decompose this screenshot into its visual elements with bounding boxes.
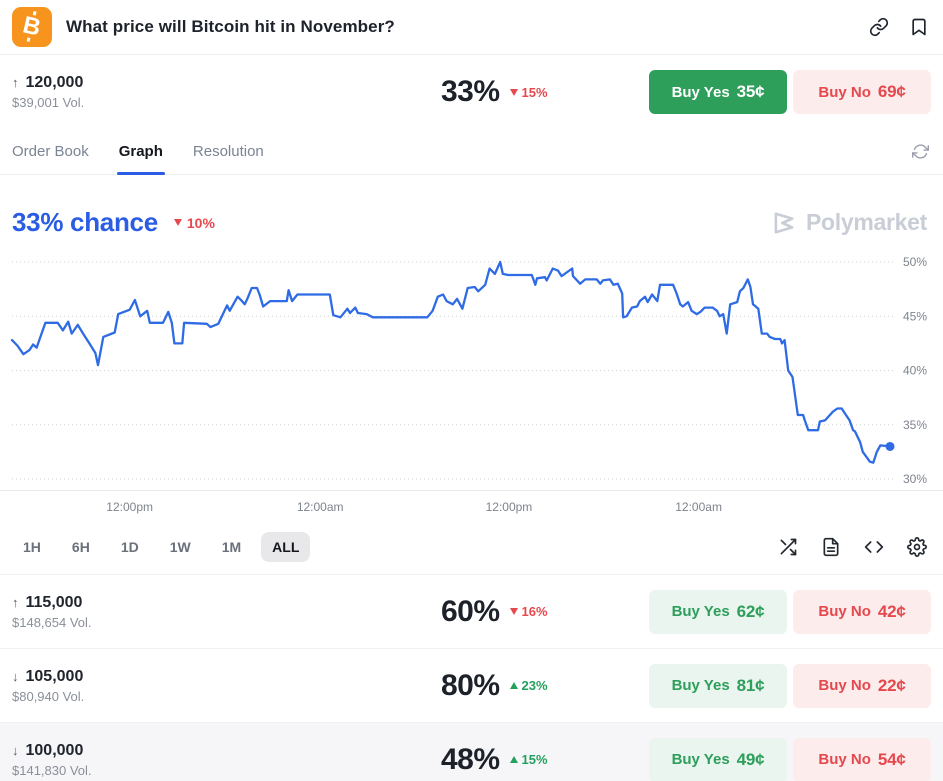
timeframe-all[interactable]: ALL — [261, 532, 311, 562]
outcome-name: ↓ 105,000 — [12, 667, 84, 685]
buy-no-button[interactable]: Buy No 69¢ — [793, 70, 931, 114]
price-chart[interactable]: 50% 45% 40% 35% 30% 12:00pm 12:00am 12:00pm 12:0… — [0, 245, 943, 520]
current-price-dot — [885, 441, 895, 451]
chance-percent: 60% — [441, 594, 500, 628]
bookmark-icon[interactable] — [909, 17, 929, 37]
page-title: What price will Bitcoin hit in November? — [66, 17, 395, 36]
outcome-volume: $141,830 Vol. — [12, 762, 92, 778]
timeframe-1m[interactable]: 1M — [211, 532, 252, 562]
timeframe-6h[interactable]: 6H — [61, 532, 101, 562]
graph-header: 33% chance 10% Polymarket — [0, 175, 943, 245]
refresh-icon[interactable] — [912, 143, 929, 160]
y-axis-label: 35% — [903, 418, 927, 432]
price-line — [10, 260, 892, 464]
outcome-volume: $148,654 Vol. — [12, 614, 92, 630]
chance-percent: 33% — [441, 75, 500, 108]
chance-delta: 15% — [509, 85, 548, 100]
direction-arrow-icon: ↑ — [12, 75, 19, 90]
y-axis-label: 30% — [903, 472, 927, 486]
tab-order-book[interactable]: Order Book — [12, 129, 89, 174]
buy-no-button[interactable]: Buy No 22¢ — [793, 663, 931, 708]
buy-yes-button[interactable]: Buy Yes 35¢ — [649, 70, 787, 114]
outcome-name: ↑ 120,000 — [12, 74, 84, 91]
tab-bar: Order Book Graph Resolution — [0, 129, 943, 175]
header: B What price will Bitcoin hit in Novembe… — [0, 0, 943, 55]
timeframe-1w[interactable]: 1W — [159, 532, 202, 562]
triangle-icon — [509, 756, 518, 763]
shuffle-icon[interactable] — [778, 537, 798, 557]
y-axis-label: 50% — [903, 255, 927, 269]
market-row[interactable]: ↓ 105,000 $80,940 Vol. 80% 23% Buy Yes 81… — [0, 648, 943, 722]
buy-no-button[interactable]: Buy No 42¢ — [793, 589, 931, 634]
market-row[interactable]: ↑ 115,000 $148,654 Vol. 60% 16% Buy Yes 6… — [0, 574, 943, 648]
triangle-icon — [509, 608, 518, 615]
x-axis-label: 12:00pm — [486, 500, 533, 514]
header-actions — [869, 17, 929, 37]
outcome-name: ↑ 115,000 — [12, 593, 83, 611]
code-icon[interactable] — [864, 537, 884, 557]
buy-no-button[interactable]: Buy No 54¢ — [793, 737, 931, 781]
chance-delta: 23% — [509, 678, 548, 693]
chance-percent: 80% — [441, 668, 500, 702]
direction-arrow-icon: ↑ — [12, 594, 19, 610]
chart-tool-icons — [778, 537, 927, 557]
chance-delta: 15% — [509, 752, 548, 767]
buy-yes-button[interactable]: Buy Yes 81¢ — [649, 663, 787, 708]
outcome-volume: $80,940 Vol. — [12, 688, 85, 704]
tab-graph[interactable]: Graph — [116, 129, 166, 175]
x-axis-label: 12:00pm — [106, 500, 153, 514]
polymarket-watermark: Polymarket — [771, 209, 927, 236]
chart-toolbar: 1H 6H 1D 1W 1M ALL — [0, 528, 943, 566]
triangle-icon — [509, 88, 518, 96]
chance-heading: 33% chance — [12, 207, 158, 237]
settings-icon[interactable] — [907, 537, 927, 557]
triangle-icon — [509, 682, 518, 689]
link-icon[interactable] — [869, 17, 889, 37]
outcome-name: ↓ 100,000 — [12, 741, 84, 759]
x-axis-label: 12:00am — [297, 500, 344, 514]
chance-heading-delta: 10% — [173, 215, 215, 231]
timeframe-1d[interactable]: 1D — [110, 532, 150, 562]
chance-percent: 48% — [441, 742, 500, 776]
market-row[interactable]: ↑ 120,000 $39,001 Vol. 33% 15% Buy Yes 35… — [0, 55, 943, 129]
polymarket-logo-icon — [774, 211, 794, 234]
outcome-volume: $39,001 Vol. — [12, 95, 85, 110]
market-rows: ↑ 115,000 $148,654 Vol. 60% 16% Buy Yes 6… — [0, 574, 943, 781]
y-axis-label: 40% — [903, 364, 927, 378]
tab-resolution[interactable]: Resolution — [193, 129, 264, 174]
buy-yes-button[interactable]: Buy Yes 62¢ — [649, 589, 787, 634]
top-market-row-slot: ↑ 120,000 $39,001 Vol. 33% 15% Buy Yes 35… — [0, 55, 943, 129]
bitcoin-icon: B — [12, 7, 52, 47]
document-icon[interactable] — [821, 537, 841, 557]
x-axis-label: 12:00am — [675, 500, 722, 514]
chance-delta: 16% — [509, 604, 548, 619]
triangle-down-icon — [173, 219, 182, 226]
timeframe-1h[interactable]: 1H — [12, 532, 52, 562]
y-axis-label: 45% — [903, 309, 927, 323]
direction-arrow-icon: ↓ — [12, 668, 19, 684]
market-row[interactable]: ↓ 100,000 $141,830 Vol. 48% 15% Buy Yes 4… — [0, 722, 943, 781]
direction-arrow-icon: ↓ — [12, 742, 19, 758]
buy-yes-button[interactable]: Buy Yes 49¢ — [649, 737, 787, 781]
